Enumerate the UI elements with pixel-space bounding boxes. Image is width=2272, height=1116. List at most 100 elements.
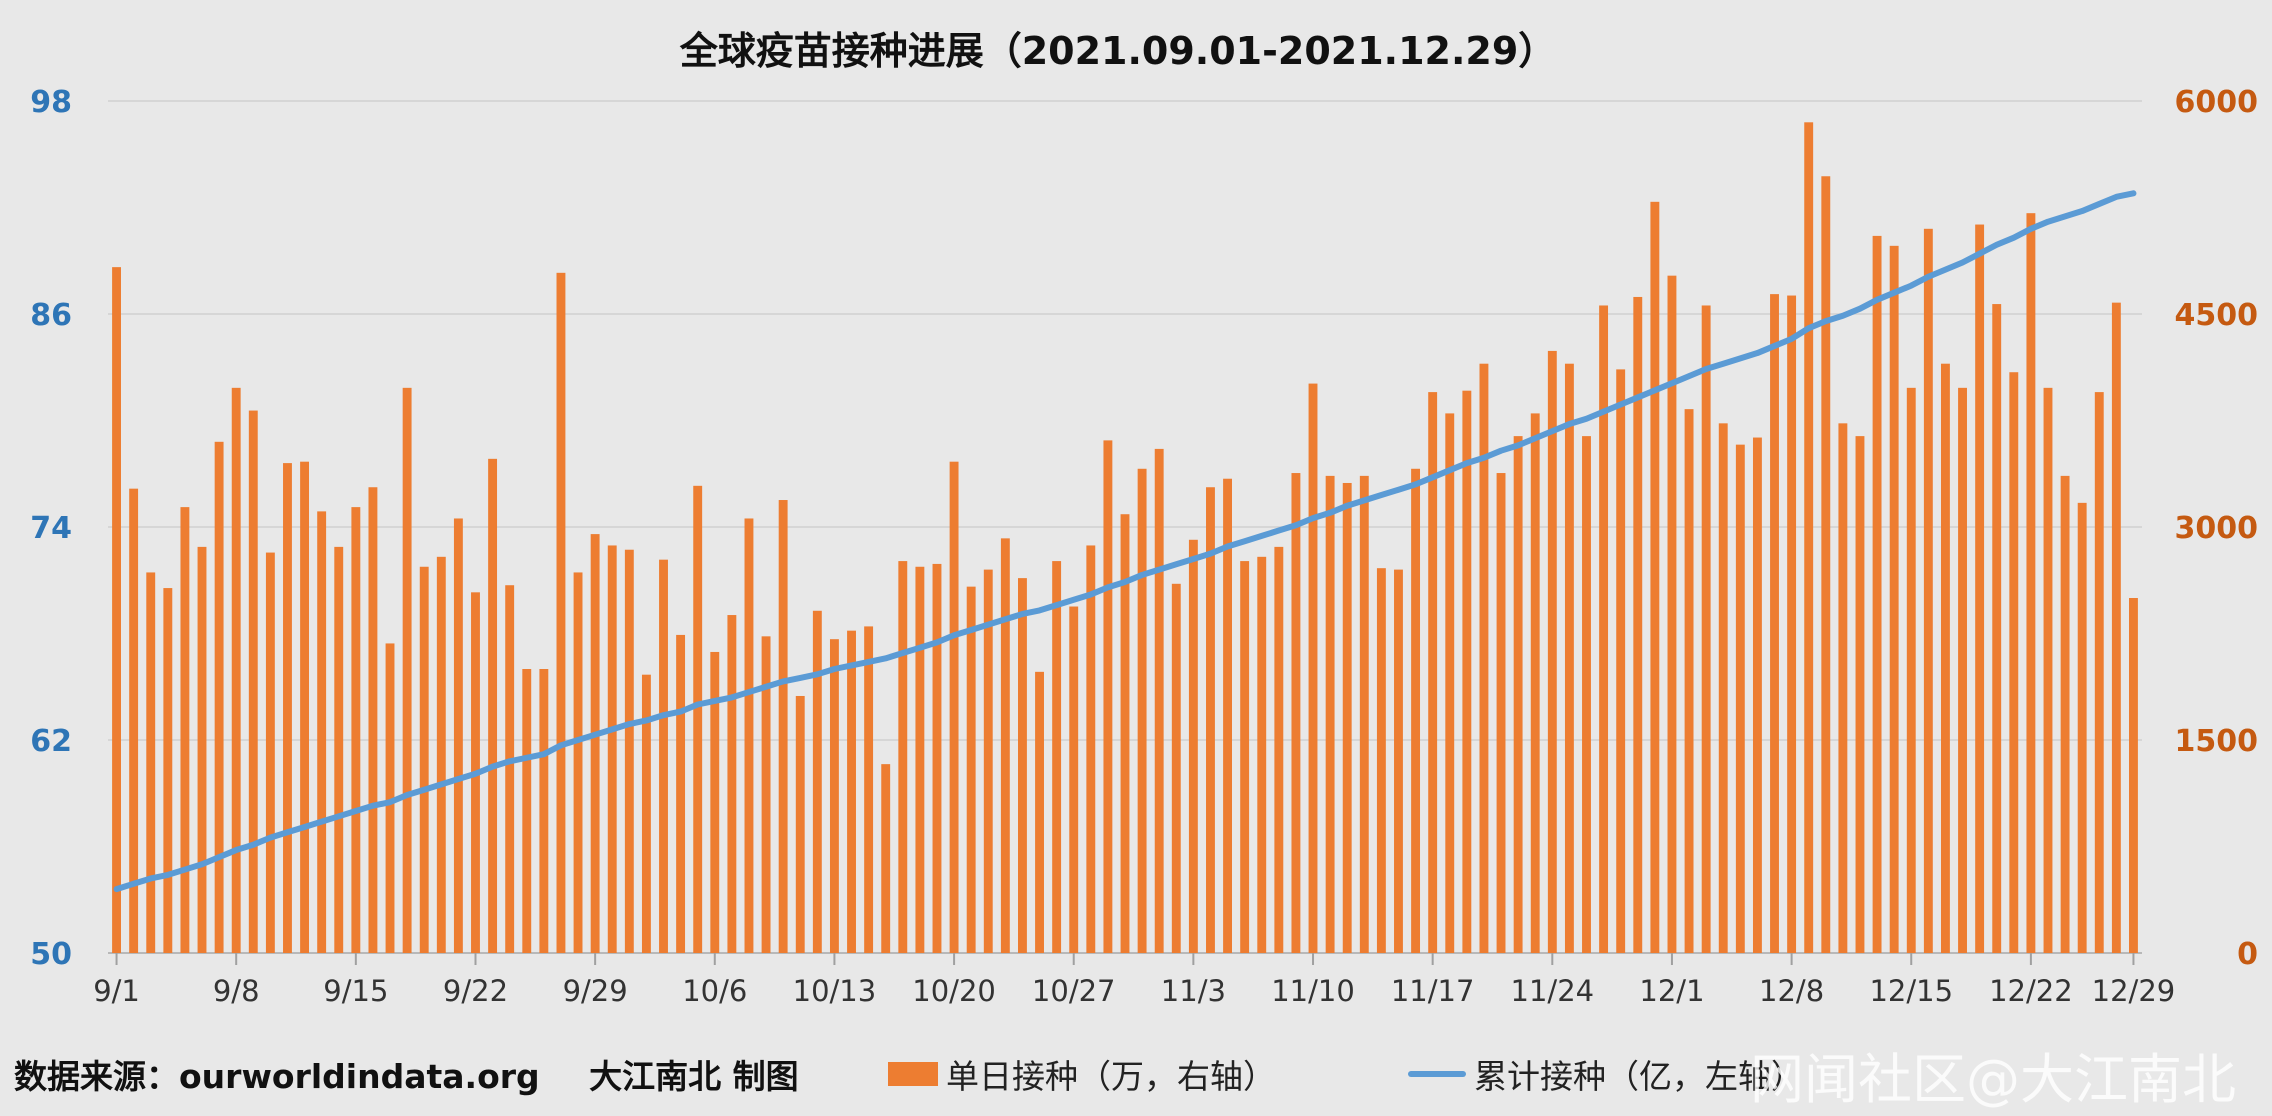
legend-bar-item: 单日接种（万，右轴） xyxy=(888,1050,1276,1098)
bar xyxy=(1462,390,1472,953)
x-tick-label: 12/1 xyxy=(1639,974,1704,1008)
bar xyxy=(1889,245,1899,954)
footer: 数据来源：ourworldindata.org 大江南北 制图 xyxy=(14,1050,837,1098)
bar xyxy=(1018,578,1027,953)
bar xyxy=(1103,440,1113,953)
data-source: 数据来源：ourworldindata.org xyxy=(14,1057,540,1096)
bar xyxy=(624,549,634,953)
legend-line-label: 累计接种（亿，左轴） xyxy=(1474,1057,1804,1096)
bar xyxy=(1325,475,1335,953)
bar xyxy=(795,695,805,953)
x-tick-label: 11/24 xyxy=(1511,974,1595,1008)
bar xyxy=(847,630,856,953)
bar xyxy=(1804,122,1814,954)
bar xyxy=(1838,423,1848,954)
bar xyxy=(1547,350,1557,953)
bar xyxy=(1718,423,1728,954)
left-tick-label: 62 xyxy=(30,724,72,759)
bar xyxy=(1684,409,1694,953)
bar xyxy=(676,634,686,953)
bar xyxy=(1479,363,1489,953)
bar xyxy=(231,387,241,954)
x-tick-label: 10/13 xyxy=(793,974,877,1008)
right-axis: 0 1500 3000 4500 6000 xyxy=(2175,85,2259,972)
bar xyxy=(1188,539,1198,953)
bar xyxy=(2043,387,2053,954)
bar xyxy=(1735,444,1745,953)
x-tick-label: 10/6 xyxy=(682,974,747,1008)
bar xyxy=(829,639,839,953)
bar xyxy=(1137,468,1147,953)
bar xyxy=(368,487,378,953)
bar xyxy=(419,566,429,953)
bar xyxy=(1923,228,1933,954)
bar xyxy=(1496,473,1506,953)
bar xyxy=(1035,671,1044,953)
watermark: 网闻社区@大江南北 xyxy=(1750,1048,2236,1111)
x-tick-label: 11/10 xyxy=(1271,974,1355,1008)
bar xyxy=(1650,201,1660,953)
bar xyxy=(881,764,891,953)
bar xyxy=(1992,304,2002,953)
legend-line-item: 累计接种（亿，左轴） xyxy=(1408,1050,1804,1098)
bar xyxy=(1257,556,1267,953)
x-tick-label: 11/17 xyxy=(1391,974,1475,1008)
bar xyxy=(112,267,121,953)
bar xyxy=(2077,502,2087,953)
bar xyxy=(1154,448,1164,953)
bar xyxy=(522,669,532,953)
left-tick-label: 98 xyxy=(30,85,72,120)
bar xyxy=(2094,392,2104,954)
bar xyxy=(573,572,583,953)
bar xyxy=(488,458,498,953)
bar xyxy=(966,586,976,953)
bar xyxy=(761,636,771,953)
bar xyxy=(1599,305,1609,954)
x-tick-label: 12/15 xyxy=(1869,974,1953,1008)
bar xyxy=(1291,473,1301,953)
bar xyxy=(1445,413,1455,953)
bar xyxy=(265,552,275,953)
bar xyxy=(1975,224,1985,954)
bar xyxy=(180,507,190,953)
bar xyxy=(214,441,224,953)
x-tick-label: 9/1 xyxy=(93,974,140,1008)
x-axis: 9/1 9/8 9/15 9/22 9/29 10/6 10/13 10/20 10/27 11/… xyxy=(93,953,2175,1008)
x-tick-label: 12/8 xyxy=(1759,974,1824,1008)
right-tick-label: 6000 xyxy=(2175,85,2259,120)
bar xyxy=(590,534,600,953)
bar xyxy=(1342,482,1352,953)
bar xyxy=(710,651,720,953)
x-tick-label: 9/8 xyxy=(213,974,260,1008)
bar xyxy=(402,387,412,954)
bar xyxy=(1701,305,1711,954)
bar xyxy=(283,463,292,953)
bar xyxy=(163,588,173,953)
bar xyxy=(983,569,993,953)
bar xyxy=(1394,569,1403,953)
bar xyxy=(1855,436,1865,953)
right-tick-label: 1500 xyxy=(2175,724,2259,759)
bar xyxy=(1206,487,1215,953)
chart-title: 全球疫苗接种进展（2021.09.01-2021.12.29） xyxy=(679,29,1557,73)
x-tick-label: 12/29 xyxy=(2092,974,2176,1008)
bar xyxy=(1906,387,1916,954)
x-tick-label: 12/22 xyxy=(1989,974,2073,1008)
bar xyxy=(317,511,327,953)
bar xyxy=(129,488,139,953)
bar xyxy=(1376,568,1386,953)
bar xyxy=(812,610,822,953)
author-credit: 大江南北 制图 xyxy=(589,1057,799,1096)
right-tick-label: 0 xyxy=(2237,937,2258,972)
bar xyxy=(727,615,737,953)
bar xyxy=(436,556,446,953)
bar xyxy=(1069,606,1079,953)
bar xyxy=(1752,437,1762,953)
bar xyxy=(1787,295,1797,953)
bar xyxy=(1940,363,1950,953)
bar xyxy=(1223,478,1232,953)
right-tick-label: 3000 xyxy=(2175,511,2259,546)
bar xyxy=(1120,514,1130,953)
bar xyxy=(1052,561,1062,953)
